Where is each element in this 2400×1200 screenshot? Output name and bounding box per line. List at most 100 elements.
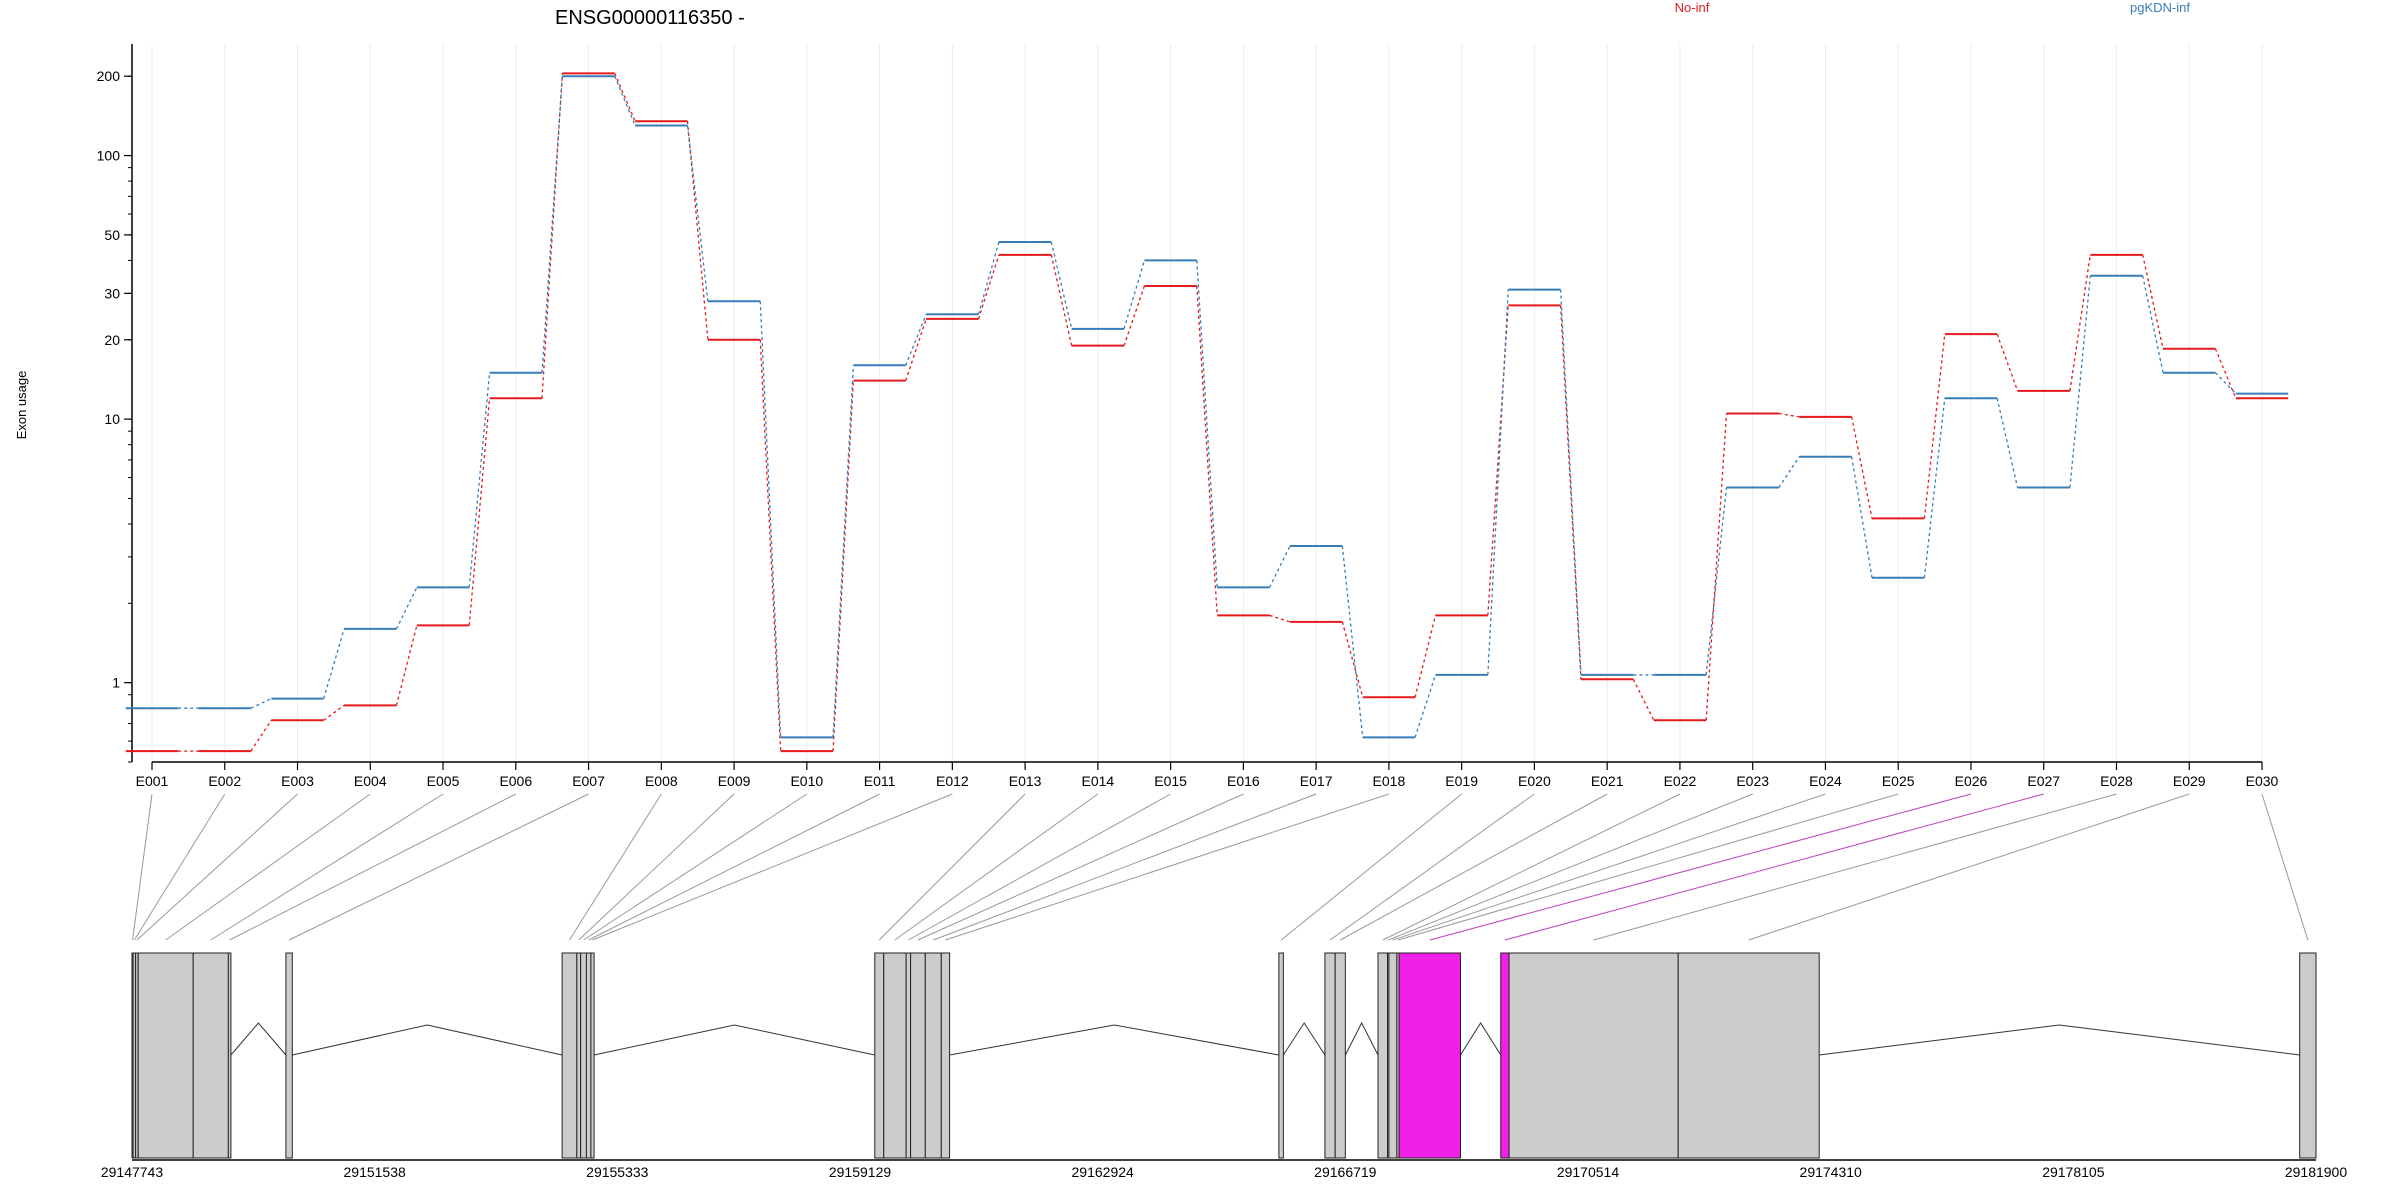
series-0-connector: [250, 719, 272, 752]
exon-box-e022: [1377, 952, 1389, 1159]
series-1-connector: [2142, 275, 2164, 373]
series-0-connector: [323, 704, 345, 721]
series-0-connector: [395, 625, 418, 706]
connector-e002: [133, 793, 226, 941]
exon-connectors: [132, 793, 2309, 941]
series-0-connector: [686, 121, 709, 340]
connector-e019: [1280, 793, 1462, 941]
x-tick-label-e018: E018: [1373, 773, 1406, 789]
series-1-connector: [2069, 275, 2091, 488]
connector-e030: [2261, 793, 2309, 941]
series-1-connector: [759, 301, 782, 738]
x-tick-label-e029: E029: [2173, 773, 2206, 789]
exon-box-e027: [1500, 952, 1510, 1159]
series-0-connector: [1414, 615, 1437, 698]
y-tick-label: 50: [104, 227, 120, 243]
connector-e026: [1429, 793, 1972, 941]
connector-e003: [136, 793, 298, 941]
legend-label-no-inf: No-inf: [1675, 0, 1710, 15]
genomic-tick-label: 29181900: [2285, 1164, 2348, 1180]
genomic-tick-label: 29178105: [2042, 1164, 2105, 1180]
series-1-connector: [323, 628, 345, 699]
connector-e001: [132, 793, 153, 941]
series-0-connector: [1632, 678, 1655, 721]
exon-box-e004: [137, 952, 194, 1159]
chart-title-group: ENSG00000116350 -: [555, 7, 745, 29]
connector-e009: [578, 793, 735, 941]
intron-line: [1460, 1022, 1502, 1056]
legend-label-pgkdn-inf: pgKDN-inf: [2130, 0, 2190, 15]
exon-box-e024: [1388, 952, 1398, 1159]
series-1-connector: [1268, 545, 1291, 588]
series-0-connector: [2069, 254, 2091, 391]
series-1-connector: [250, 698, 272, 709]
series-1-connector: [541, 76, 564, 373]
exon-box-e030: [2299, 952, 2317, 1159]
exon-box-e005: [192, 952, 229, 1159]
series-1-connector: [1123, 260, 1146, 330]
exon-box-e011: [585, 952, 592, 1159]
series-1-connector: [1996, 398, 2019, 488]
y-tick-label: 1: [112, 675, 120, 691]
y-axis-title-group: Exon usage: [14, 371, 29, 440]
x-tick-label-e020: E020: [1518, 773, 1551, 789]
genomic-tick-label: 29159129: [829, 1164, 892, 1180]
series-1-connector: [614, 75, 636, 126]
x-tick-label-e028: E028: [2100, 773, 2133, 789]
series-1-connector: [1487, 289, 1509, 675]
genomic-tick-label: 29155333: [586, 1164, 649, 1180]
x-tick-label-e005: E005: [427, 773, 460, 789]
intron-line: [593, 1024, 875, 1056]
intron-line: [1819, 1024, 2300, 1056]
series-0-connector: [1341, 621, 1364, 698]
connector-e011: [588, 793, 880, 941]
axes: 1 10 20 30 50 100 200 E001 E002 E003 E004 E005 E006 E…: [97, 44, 2279, 789]
series-1-connector: [686, 125, 709, 302]
x-tick-label-e027: E027: [2027, 773, 2060, 789]
intron-line: [949, 1024, 1279, 1056]
x-tick-label-e017: E017: [1300, 773, 1333, 789]
x-tick-label-e016: E016: [1227, 773, 1260, 789]
exon-box-e010: [580, 952, 587, 1159]
x-tick-label-e006: E006: [499, 773, 532, 789]
exon-box-e020: [1324, 952, 1336, 1159]
series-0-connector: [1996, 333, 2019, 392]
connector-e007: [288, 793, 589, 941]
connector-e015: [908, 793, 1171, 941]
x-tick-label-e004: E004: [354, 773, 387, 789]
genomic-tick-label: 29174310: [1800, 1164, 1863, 1180]
connector-e005: [210, 793, 444, 941]
x-tick-label-e012: E012: [936, 773, 969, 789]
connector-e020: [1329, 793, 1535, 941]
exon-box-e007: [285, 952, 293, 1159]
y-tick-label: 30: [104, 285, 120, 301]
genomic-tick-label: 29147743: [101, 1164, 164, 1180]
exon-box-e018: [940, 952, 951, 1159]
exon-box-e013: [874, 952, 885, 1159]
exon-box-e026: [1398, 952, 1461, 1159]
series-0-connector: [1705, 413, 1728, 721]
x-tick-label-e008: E008: [645, 773, 678, 789]
grid: [151, 44, 2263, 762]
x-tick-label-e007: E007: [572, 773, 605, 789]
series-0-connector: [468, 398, 491, 626]
connector-e012: [592, 793, 953, 941]
series-1-connector: [1705, 487, 1728, 675]
connector-e017: [933, 793, 1317, 941]
y-axis-title: Exon usage: [14, 371, 29, 440]
x-tick-label-e010: E010: [790, 773, 823, 789]
x-tick-label-e009: E009: [718, 773, 751, 789]
x-tick-label-e014: E014: [1082, 773, 1115, 789]
genomic-tick-label: 29166719: [1314, 1164, 1377, 1180]
x-tick-label-e011: E011: [864, 773, 896, 789]
connector-e013: [878, 793, 1026, 941]
y-tick-label: 100: [97, 148, 121, 164]
series-0-connector: [1050, 254, 1073, 346]
series-1-connector: [832, 365, 855, 738]
series-1-connector: [1559, 289, 1582, 675]
x-tick-label-e030: E030: [2246, 773, 2279, 789]
exon-box-e016: [910, 952, 926, 1159]
genomic-tick-label: 29162924: [1072, 1164, 1135, 1180]
connector-e021: [1340, 793, 1608, 941]
